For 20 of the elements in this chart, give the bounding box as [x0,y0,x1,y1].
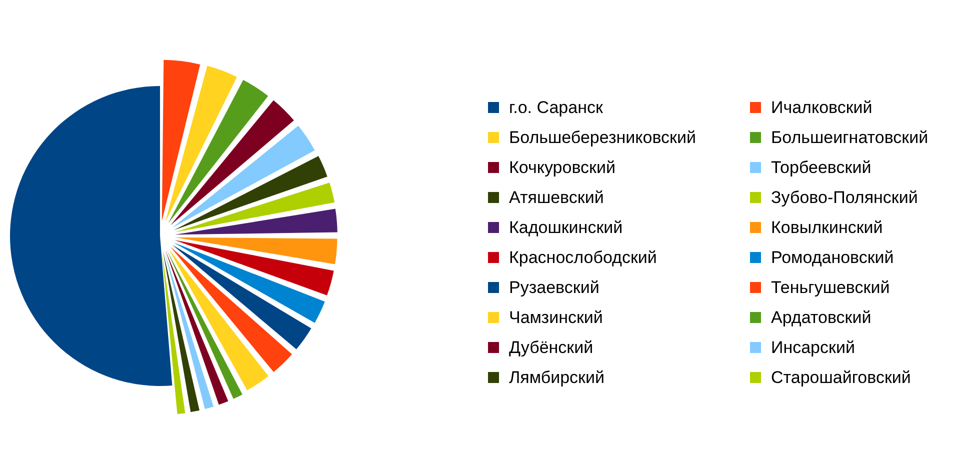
legend-label: Старошайговский [771,368,911,388]
legend-label: Чамзинский [509,308,603,328]
legend-label: Теньгушевский [771,278,890,298]
legend-label: г.о. Саранск [509,98,603,118]
legend-label: Рузаевский [509,278,600,298]
legend-label: Инсарский [771,338,855,358]
legend-label: Большеигнатовский [771,128,928,148]
legend-label: Лямбирский [509,368,604,388]
legend-label: Торбеевский [771,158,872,178]
legend-label: Атяшевский [509,188,604,208]
legend-label: Дубёнский [509,338,594,358]
legend-label: Кочкуровский [509,158,616,178]
legend-label: Зубово-Полянский [771,188,918,208]
legend-label: Большеберезниковский [509,128,696,148]
legend-label: Ковылкинский [771,218,883,238]
legend-label: Кадошкинский [509,218,623,238]
legend-label: Краснослободский [509,248,657,268]
legend-label: Ардатовский [771,308,872,328]
legend-label: Ромодановский [771,248,894,268]
legend-label: Ичалковский [771,98,872,118]
